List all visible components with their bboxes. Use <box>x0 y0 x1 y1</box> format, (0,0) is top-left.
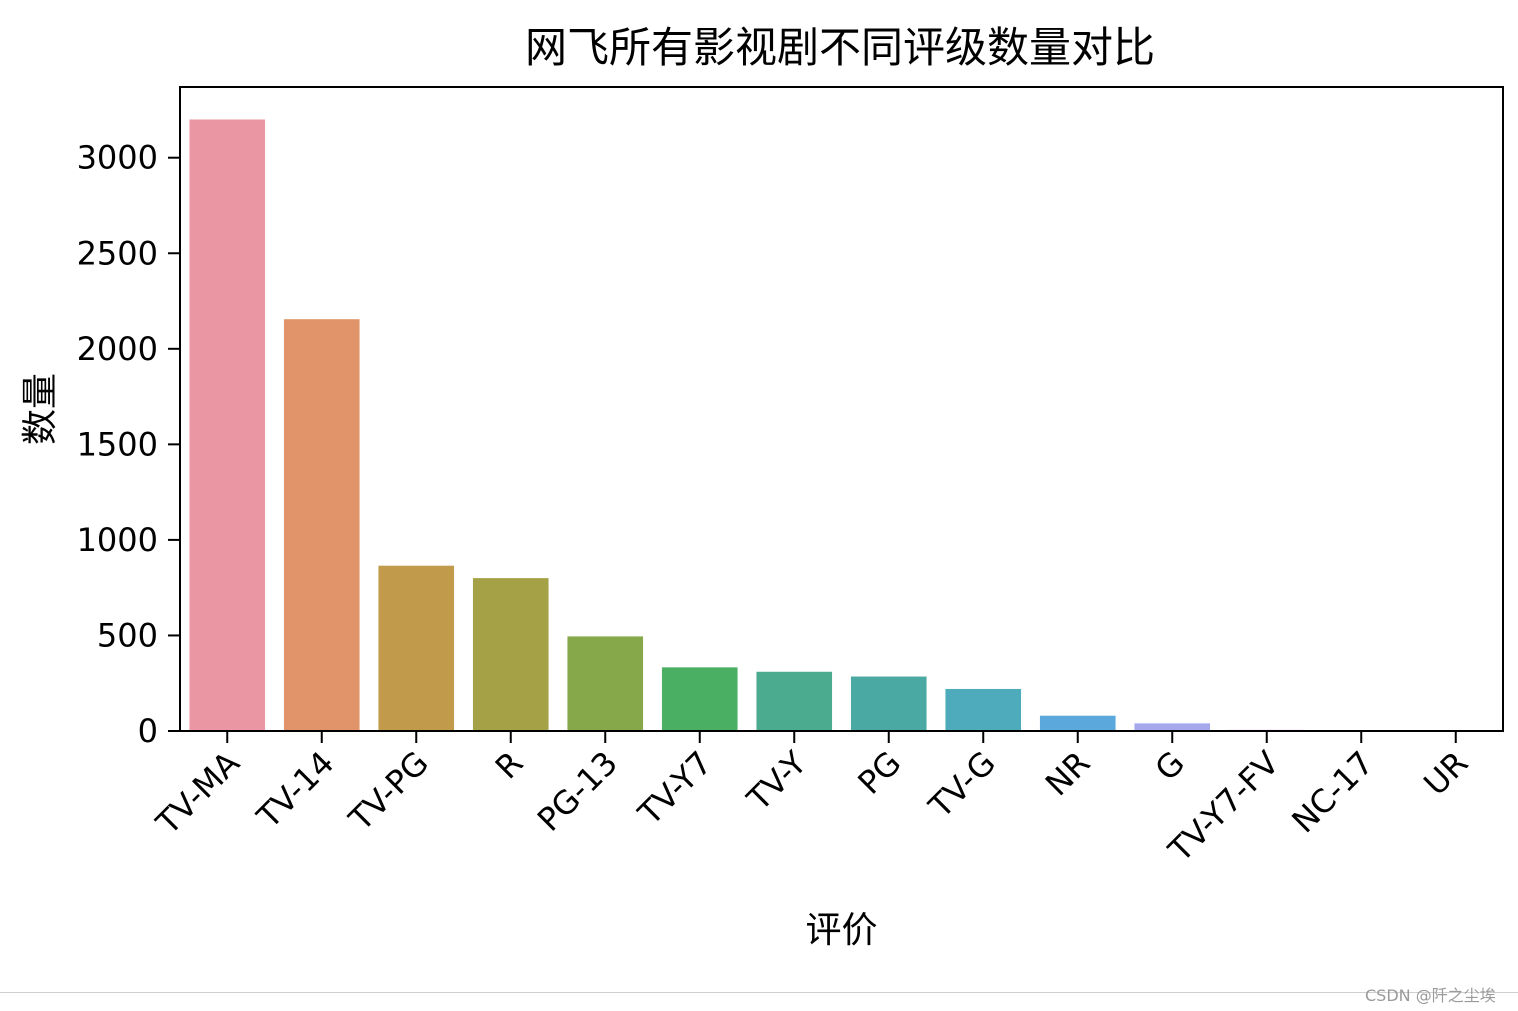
x-tick-label: TV-14 <box>249 744 342 837</box>
bar-r <box>472 578 549 731</box>
bars-group <box>189 119 1494 732</box>
y-tick-label: 2000 <box>77 330 158 368</box>
bar-pg <box>850 676 927 731</box>
x-axis-label: 评价 <box>805 910 877 951</box>
bar-tv-14 <box>283 319 360 731</box>
bar-nr <box>1039 715 1116 731</box>
y-tick-label: 500 <box>97 616 158 654</box>
x-tick-label: NC-17 <box>1284 744 1381 841</box>
bar-g <box>1134 723 1211 731</box>
x-tick-label: PG-13 <box>530 744 625 839</box>
bar-pg-13 <box>567 636 644 731</box>
x-axis: TV-MA TV-14 TV-PG R PG-13 TV-Y7 TV-Y PG TV-G NR GT… <box>148 731 1475 870</box>
bar-tv-g <box>945 688 1022 731</box>
y-axis-label: 数量 <box>20 373 61 445</box>
x-tick-label: TV-G <box>921 744 1003 826</box>
x-tick-label: PG <box>850 744 908 802</box>
page-divider <box>0 992 1518 993</box>
chart-title: 网飞所有影视剧不同评级数量对比 <box>525 23 1155 72</box>
y-tick-label: 1000 <box>77 521 158 559</box>
x-tick-label: TV-Y7 <box>630 744 719 833</box>
watermark: CSDN @阡之尘埃 <box>1365 986 1496 1005</box>
y-tick-label: 0 <box>138 712 158 750</box>
x-tick-label: R <box>488 744 531 787</box>
x-tick-label: TV-PG <box>341 744 436 839</box>
x-tick-label: G <box>1148 744 1192 788</box>
bar-tv-ma <box>189 119 266 732</box>
y-axis: 0 500 1000 1500 2000 2500 3000 <box>77 139 180 750</box>
bar-tv-y7 <box>661 667 738 731</box>
x-tick-label: TV-MA <box>148 744 247 843</box>
y-tick-label: 1500 <box>77 425 158 463</box>
x-tick-label: TV-Y <box>739 743 814 818</box>
bar-tv-y <box>756 671 833 731</box>
bar-tv-pg <box>378 565 455 731</box>
y-tick-label: 3000 <box>77 139 158 177</box>
x-tick-label: UR <box>1416 744 1475 803</box>
plot-frame <box>179 86 1504 732</box>
y-tick-label: 2500 <box>77 234 158 272</box>
x-tick-label: NR <box>1038 744 1098 804</box>
